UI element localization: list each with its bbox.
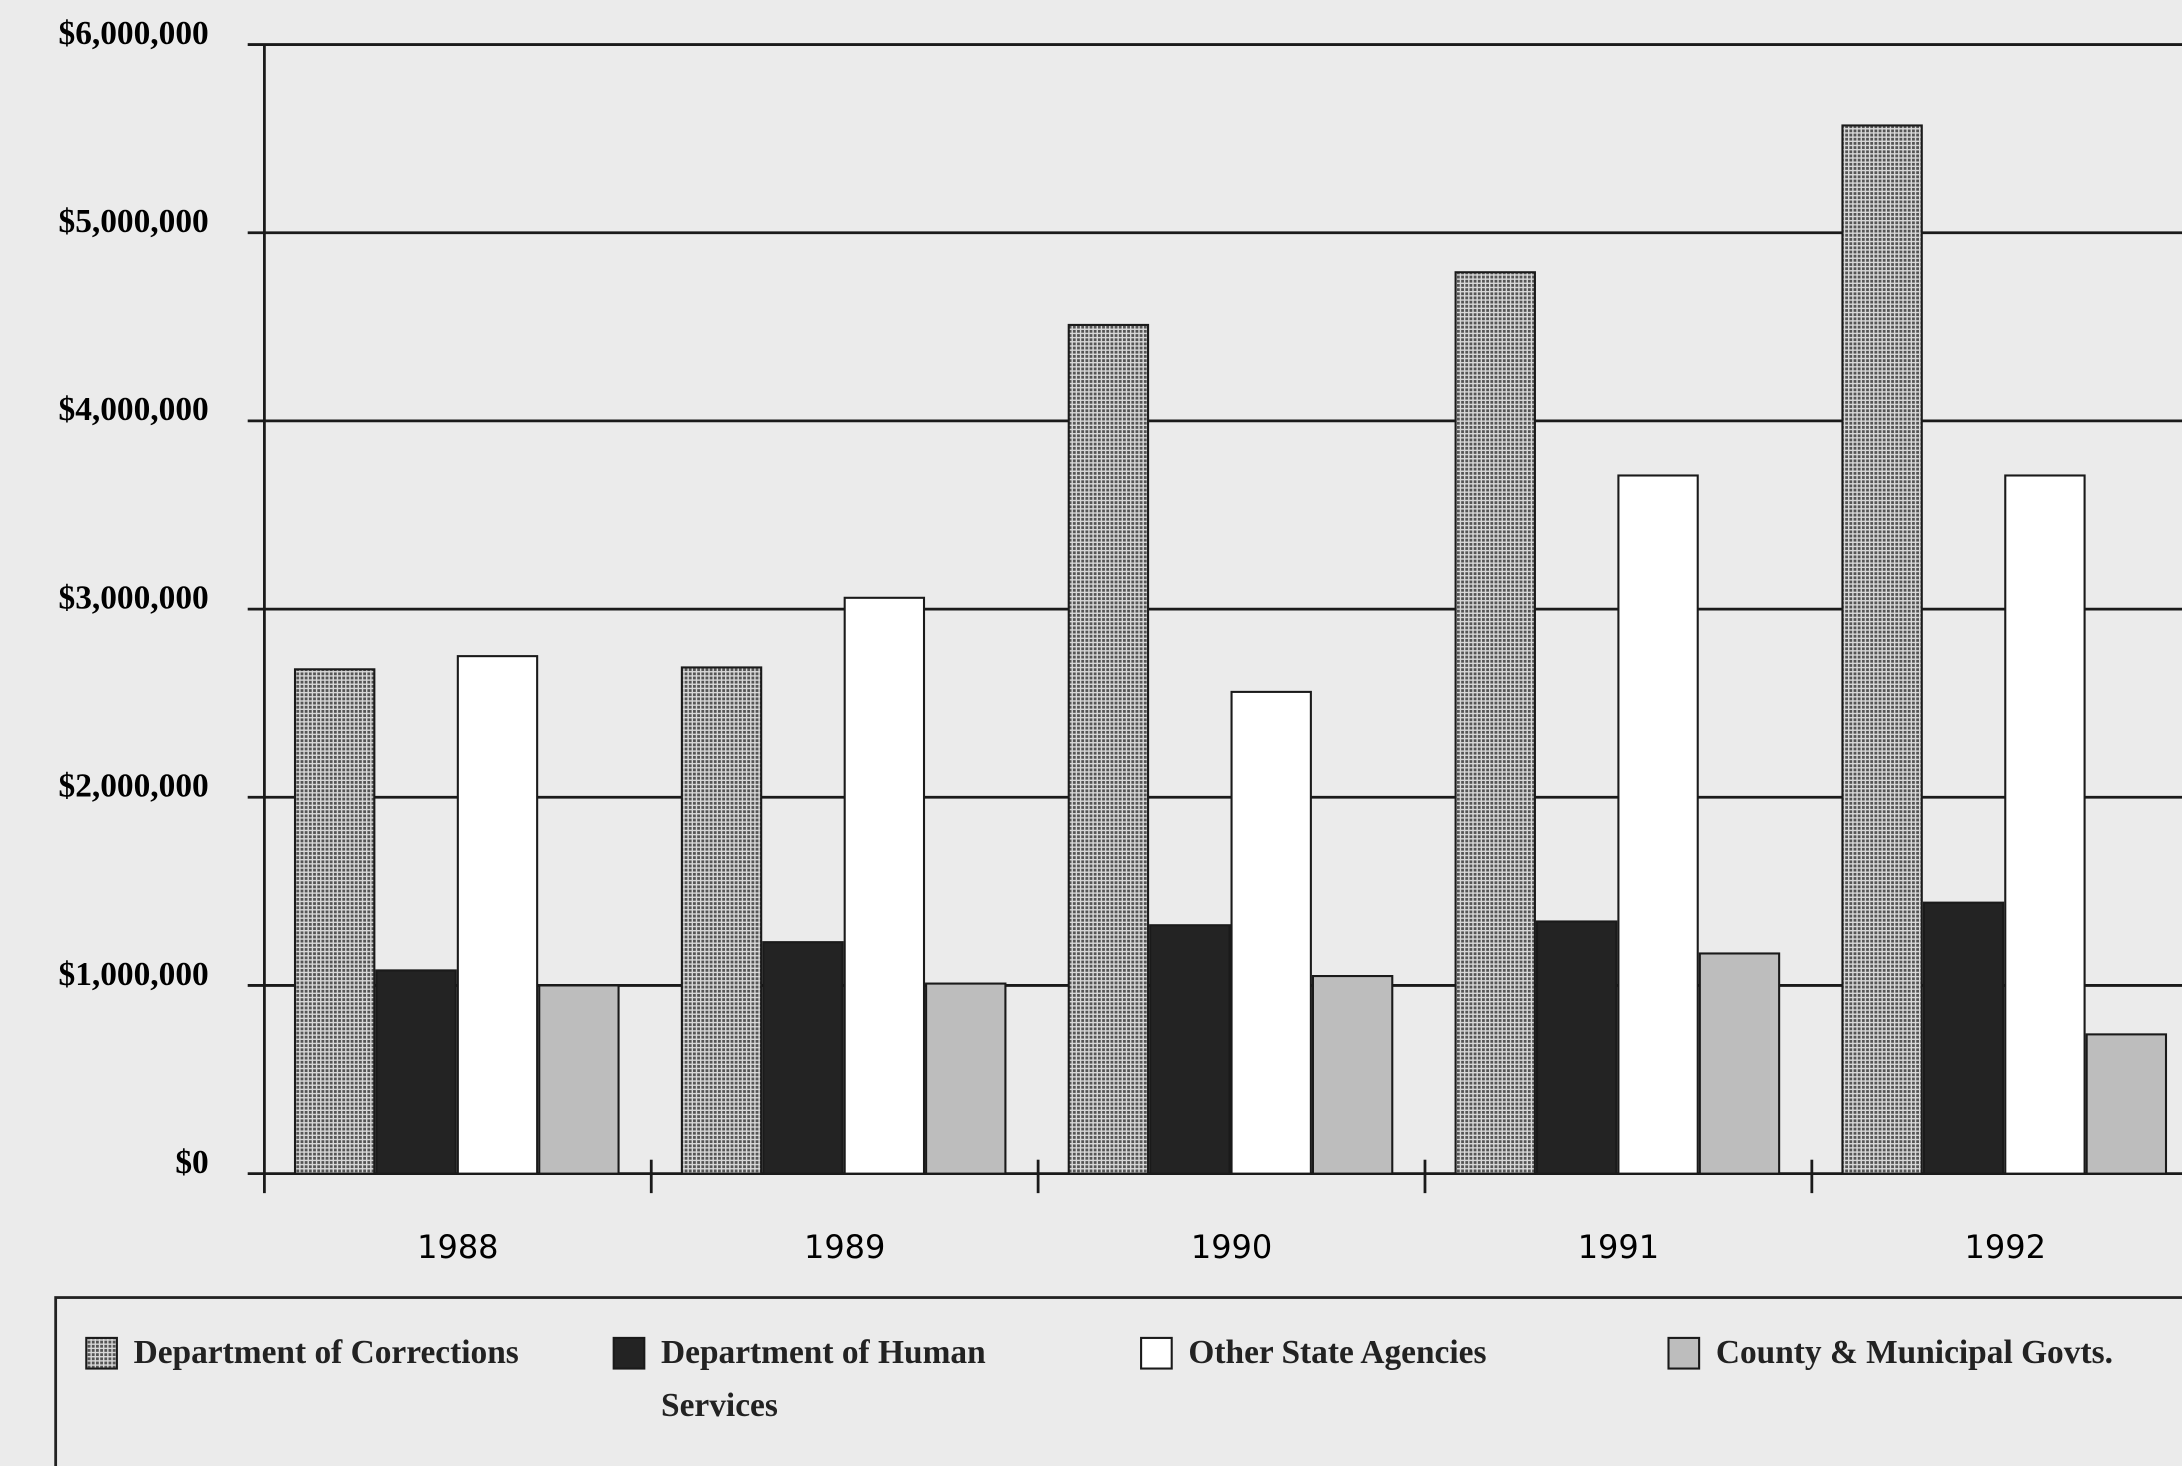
y-tick-label: $3,000,000 xyxy=(59,579,209,616)
legend-label-box: County & Municipal Govts. xyxy=(1715,1335,2113,1372)
bar xyxy=(1311,975,1394,1175)
bar xyxy=(1922,901,2005,1175)
y-tick-label: $6,000,000 xyxy=(59,15,209,52)
legend-label: Department of Human Services xyxy=(661,1335,986,1425)
legend-swatch xyxy=(1667,1336,1701,1370)
bar xyxy=(538,984,620,1175)
bar xyxy=(925,982,1007,1175)
y-tick-label: $2,000,000 xyxy=(59,768,209,805)
legend-label: County & Municipal Govts. xyxy=(1715,1335,2113,1372)
bar xyxy=(1535,920,1618,1175)
legend-swatch xyxy=(85,1336,118,1370)
x-tick-label: 1988 xyxy=(417,1228,498,1266)
bar xyxy=(456,655,539,1175)
legend-swatch xyxy=(612,1336,646,1370)
bar xyxy=(2085,1033,2168,1175)
y-tick-label: $1,000,000 xyxy=(59,956,209,993)
y-tick-label: $5,000,000 xyxy=(59,203,209,240)
bar xyxy=(762,941,844,1175)
bar xyxy=(1149,924,1231,1175)
bar xyxy=(1067,323,1150,1175)
legend-label-box: Other State Agencies xyxy=(1188,1335,1487,1372)
bar xyxy=(293,668,376,1175)
bar xyxy=(1698,952,1781,1175)
bar xyxy=(375,969,457,1175)
legend-swatch xyxy=(1140,1336,1173,1370)
bar xyxy=(1617,474,1699,1175)
x-tick-label: 1990 xyxy=(1191,1228,1272,1266)
bar xyxy=(1454,271,1536,1175)
y-tick-label: $4,000,000 xyxy=(59,391,209,428)
bar xyxy=(680,666,763,1175)
bar xyxy=(2004,474,2086,1175)
legend-label: Department of Corrections xyxy=(133,1335,519,1372)
legend-label-box: Department of Corrections xyxy=(133,1335,519,1372)
legend-label: Other State Agencies xyxy=(1188,1335,1487,1372)
y-tick-label: $0 xyxy=(175,1144,208,1181)
legend-label-box: Department of Human Services xyxy=(661,1335,986,1425)
bar xyxy=(1230,690,1312,1175)
x-tick-label: 1992 xyxy=(1965,1228,2046,1266)
bar xyxy=(843,596,926,1175)
x-tick-label: 1989 xyxy=(804,1228,885,1266)
bar xyxy=(1841,124,1923,1175)
legend-box xyxy=(54,1296,2182,1466)
x-tick-label: 1991 xyxy=(1578,1228,1659,1266)
